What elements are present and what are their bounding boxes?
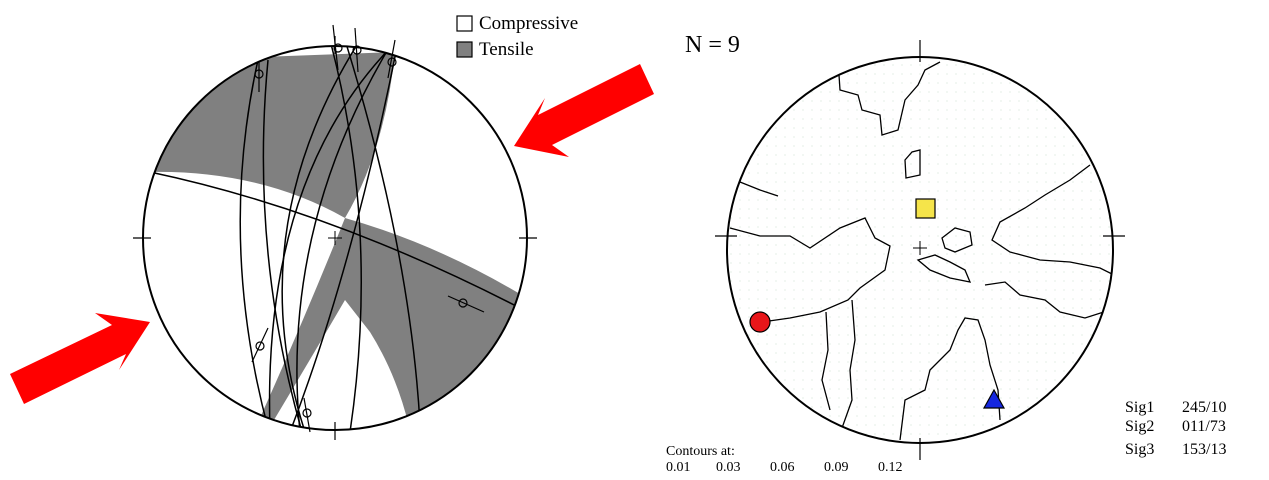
- contour-level: 0.06: [770, 460, 795, 475]
- stress-axes-table: Sig1 245/10 Sig2 011/73 Sig3 153/13: [1125, 399, 1226, 458]
- contour-line: [916, 254, 972, 283]
- tensile-quadrant-upper: [150, 52, 395, 218]
- slip-vector-marker: [302, 397, 312, 433]
- contour-line: [991, 164, 1113, 279]
- legend-label-compressive: Compressive: [479, 13, 578, 34]
- contour-level: 0.03: [716, 460, 741, 475]
- sig3-symbol: [982, 388, 1006, 409]
- legend: Compressive Tensile: [456, 13, 578, 60]
- stress-axis-name: Sig1: [1125, 399, 1154, 416]
- contour-line: [841, 299, 856, 429]
- contour-line: [899, 317, 1001, 441]
- slip-vector-marker: [251, 327, 269, 363]
- sig2-symbol: [915, 198, 936, 219]
- compression-arrow-southwest: [10, 313, 150, 404]
- sig1-symbol: [749, 311, 771, 333]
- contour-line: [821, 311, 831, 411]
- stress-axis-name: Sig3: [1125, 441, 1154, 458]
- fault-plane-trace: [268, 46, 393, 430]
- fault-plane-trace: [262, 59, 303, 430]
- contour-cardinal-ticks: [715, 40, 1125, 460]
- slip-vector-marker: [352, 27, 362, 73]
- cardinal-ticks: [133, 36, 537, 440]
- stress-axis-value: 245/10: [1182, 399, 1226, 416]
- contour-center-cross: [913, 241, 927, 255]
- contours-label: Contours at:: [666, 444, 735, 459]
- contour-level: 0.01: [666, 460, 691, 475]
- contour-level: 0.09: [824, 460, 849, 475]
- fault-planes: [149, 46, 521, 430]
- fault-plane-trace: [239, 59, 269, 429]
- fault-plane-trace: [344, 46, 421, 425]
- stress-axis-value: 011/73: [1182, 418, 1226, 435]
- slip-vector-marker: [254, 62, 264, 92]
- slip-vector-marker: [387, 39, 397, 79]
- sample-count: N = 9: [685, 32, 740, 58]
- slip-vector-marker: [447, 295, 485, 313]
- fault-plane-trace: [329, 46, 362, 430]
- compression-arrow-northeast: [514, 64, 654, 157]
- fault-plane-trace: [296, 46, 391, 430]
- density-contours: [729, 59, 1113, 441]
- contour-line: [941, 227, 973, 253]
- contour-level: 0.12: [878, 460, 903, 475]
- contour-line: [837, 59, 941, 136]
- contour-line: [984, 281, 1111, 319]
- legend-swatch-compressive: [456, 15, 473, 32]
- contour-line: [904, 149, 921, 179]
- legend-swatch-tensile: [456, 41, 473, 58]
- fault-plane-trace: [281, 46, 361, 430]
- contour-line: [729, 217, 891, 323]
- legend-label-tensile: Tensile: [479, 39, 534, 60]
- stress-axis-name: Sig2: [1125, 418, 1154, 435]
- slip-vectors: [251, 24, 485, 433]
- contour-line: [739, 181, 779, 197]
- fault-plane-stereonet: [133, 24, 537, 440]
- stress-axis-value: 153/13: [1182, 441, 1226, 458]
- fault-plane-trace: [289, 51, 397, 430]
- center-cross: [328, 231, 342, 245]
- contour-stereonet: N = 9: [666, 32, 1226, 475]
- fault-plane-trace: [149, 171, 521, 309]
